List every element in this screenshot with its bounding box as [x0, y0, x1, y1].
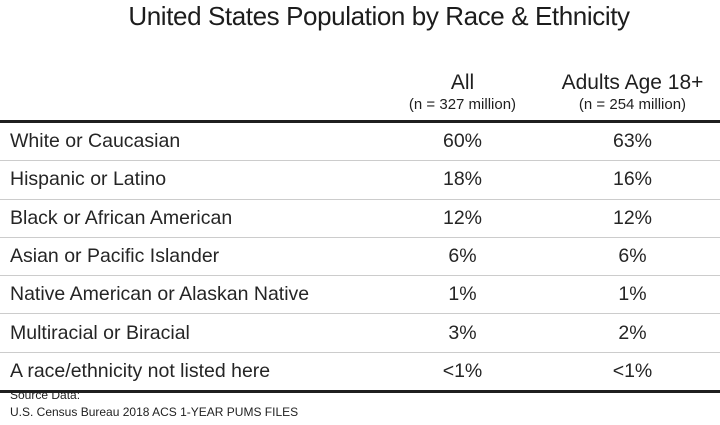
- source-note-citation: U.S. Census Bureau 2018 ACS 1-YEAR PUMS …: [10, 405, 299, 419]
- table-row: Hispanic or Latino 18% 16%: [0, 160, 720, 198]
- page-title: United States Population by Race & Ethni…: [128, 1, 630, 31]
- value-adults: 2%: [618, 321, 647, 344]
- value-all: 1%: [448, 283, 477, 306]
- value-adults: 63%: [612, 130, 653, 153]
- row-label: White or Caucasian: [10, 130, 181, 153]
- data-table: White or Caucasian 60% 63% Hispanic or L…: [0, 120, 720, 394]
- column-header-adults: Adults Age 18+ (n = 254 million): [545, 71, 720, 117]
- column-header-adults-label: Adults Age 18+: [561, 71, 704, 94]
- row-label: Asian or Pacific Islander: [10, 245, 220, 268]
- table-row: Asian or Pacific Islander 6% 6%: [0, 236, 720, 275]
- value-all: <1%: [442, 359, 483, 382]
- source-note-label: Source Data:: [10, 388, 81, 402]
- source-note: Source Data: U.S. Census Bureau 2018 ACS…: [0, 387, 298, 421]
- value-adults: 12%: [612, 206, 653, 229]
- table-row: A race/ethnicity not listed here <1% <1%: [0, 351, 720, 390]
- column-header-adults-sublabel: (n = 254 million): [578, 96, 687, 113]
- table-row: White or Caucasian 60% 63%: [0, 123, 720, 160]
- row-label: Hispanic or Latino: [10, 168, 167, 191]
- value-all: 3%: [448, 321, 477, 344]
- row-label: Native American or Alaskan Native: [10, 283, 310, 306]
- value-all: 60%: [442, 130, 483, 153]
- value-all: 12%: [442, 206, 483, 229]
- column-header-all-sublabel: (n = 327 million): [408, 96, 517, 113]
- table-row: Black or African American 12% 12%: [0, 198, 720, 237]
- row-label: Black or African American: [10, 206, 233, 229]
- value-adults: 16%: [612, 168, 653, 191]
- row-label: Multiracial or Biracial: [10, 321, 190, 344]
- table-header: All (n = 327 million) Adults Age 18+ (n …: [0, 62, 720, 117]
- value-adults: <1%: [612, 359, 653, 382]
- table-row: Native American or Alaskan Native 1% 1%: [0, 275, 720, 313]
- table-row: Multiracial or Biracial 3% 2%: [0, 313, 720, 351]
- column-header-all-label: All: [450, 71, 475, 94]
- row-label: A race/ethnicity not listed here: [10, 359, 271, 382]
- column-header-all: All (n = 327 million): [380, 71, 545, 117]
- value-adults: 1%: [618, 283, 647, 306]
- value-all: 6%: [448, 245, 477, 268]
- value-all: 18%: [442, 168, 483, 191]
- value-adults: 6%: [618, 245, 647, 268]
